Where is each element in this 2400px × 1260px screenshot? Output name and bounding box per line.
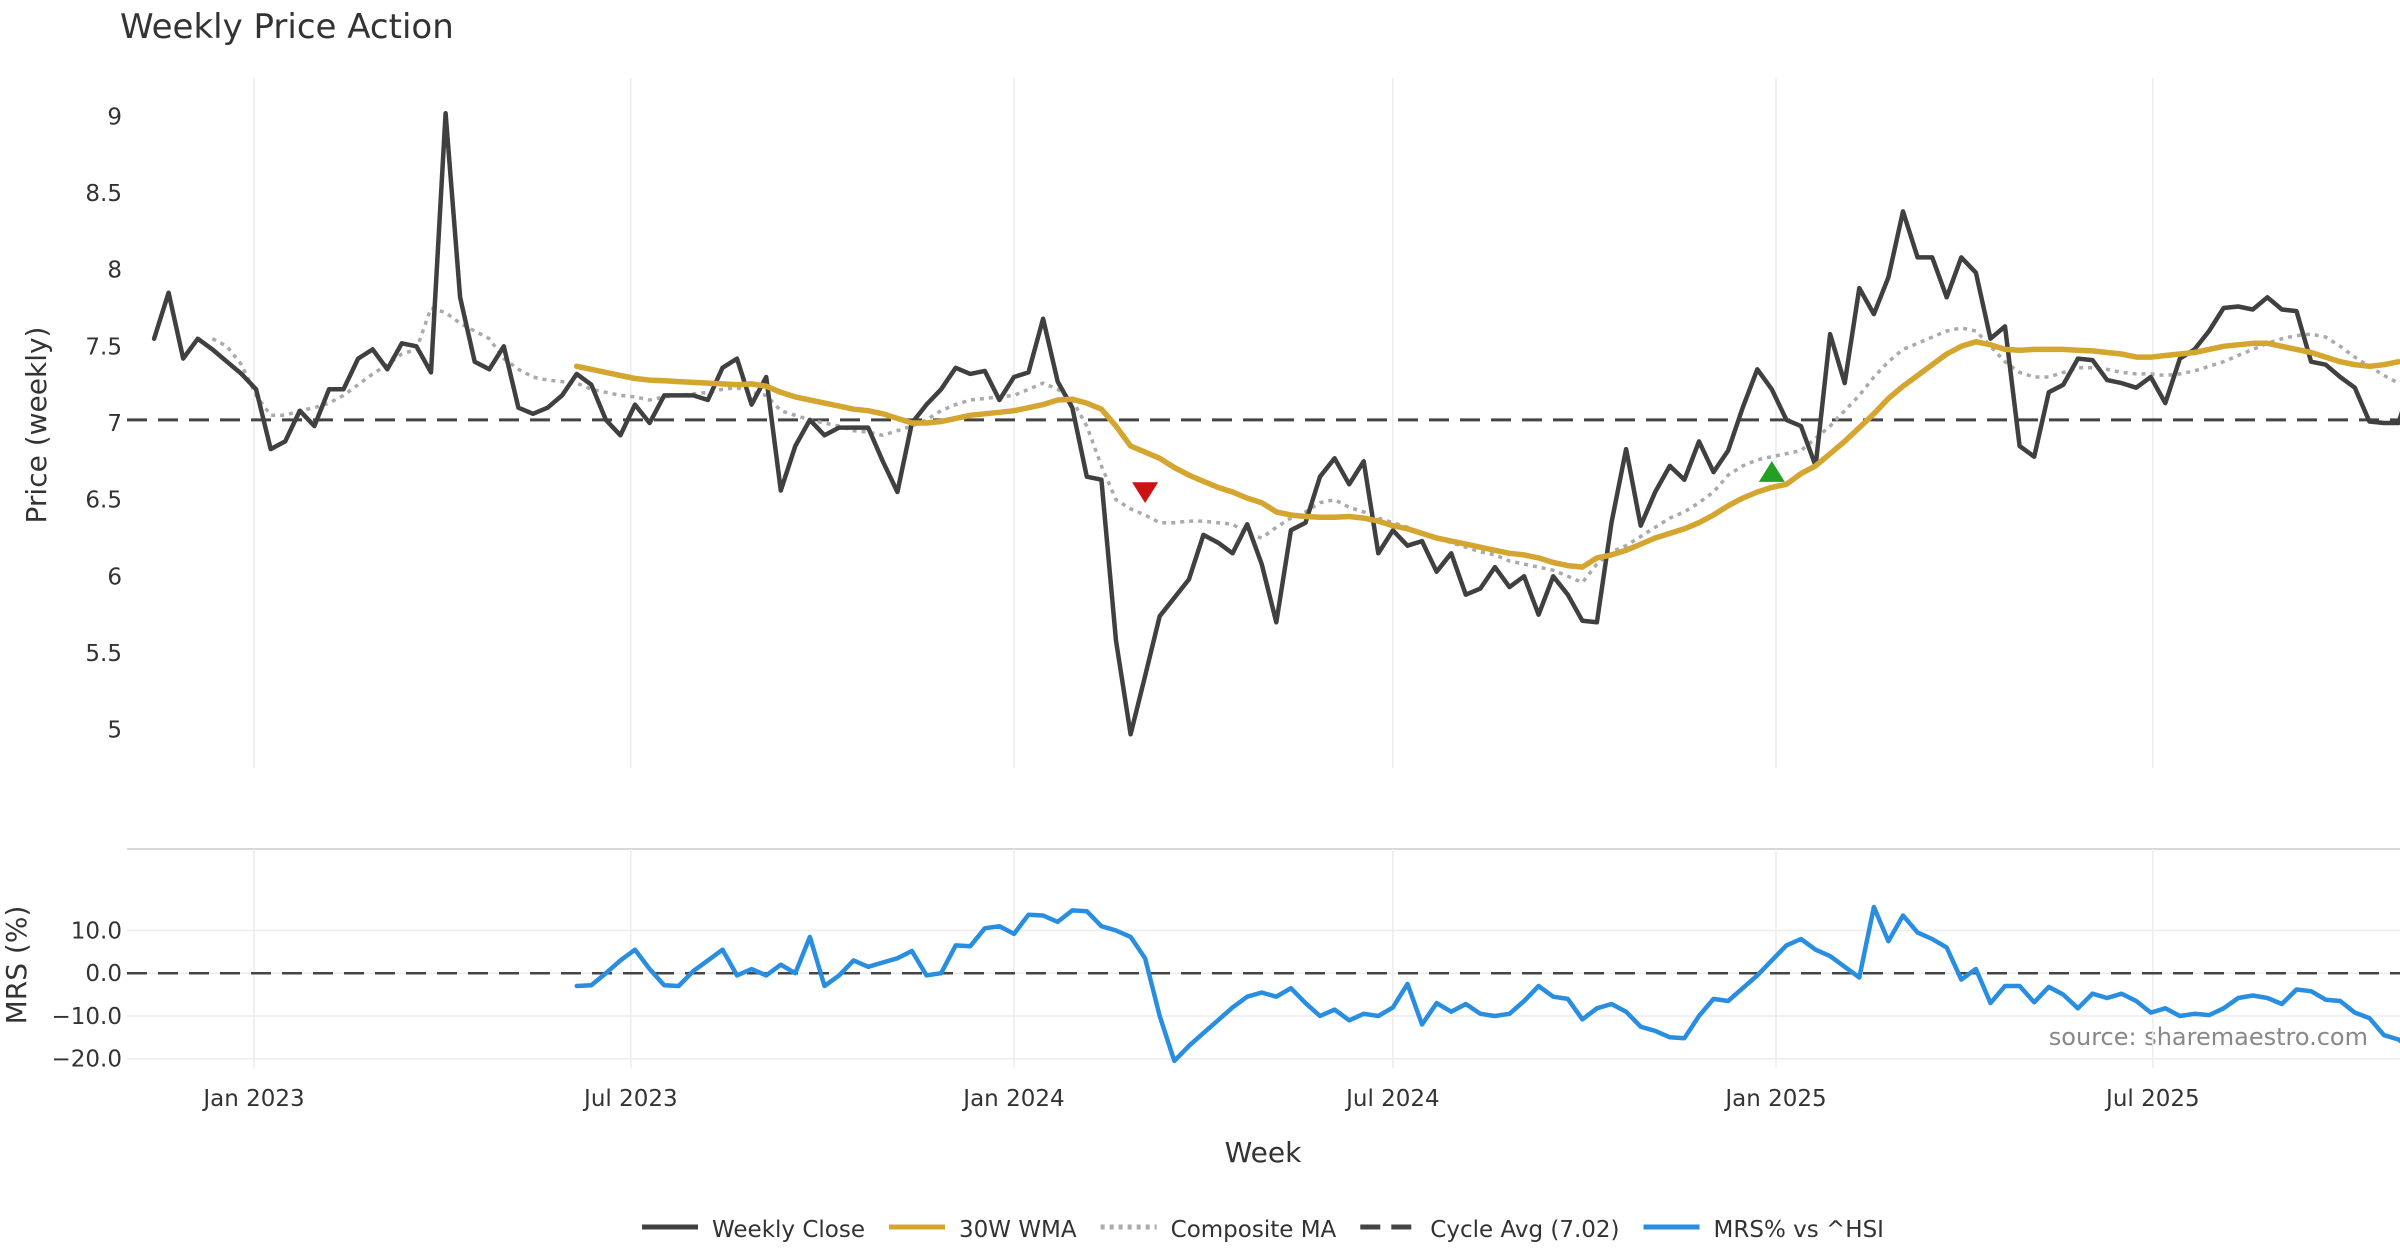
x-tick-label: Jul 2025 xyxy=(2104,1086,2200,1112)
legend-label-weekly-close: Weekly Close xyxy=(712,1217,865,1243)
weekly-close-line xyxy=(151,111,2400,737)
price-y-ticks: 5 5.5 6 6.5 7 7.5 8 8.5 9 xyxy=(85,104,122,743)
price-y-tick-label: 8.5 xyxy=(85,181,122,207)
mrs-y-axis-label: MRS (%) xyxy=(0,906,33,1025)
mrs-series xyxy=(127,904,2400,1064)
price-y-tick-label: 6.5 xyxy=(85,488,122,514)
x-tick-label: Jan 2023 xyxy=(201,1086,304,1112)
x-tick-label: Jul 2023 xyxy=(582,1086,678,1112)
mrs-y-tick-label: 10.0 xyxy=(71,918,122,944)
x-tick-label: Jul 2024 xyxy=(1344,1086,1440,1112)
price-y-tick-label: 7 xyxy=(107,411,122,437)
legend-label-cycle-avg-7-02: Cycle Avg (7.02) xyxy=(1430,1217,1619,1243)
legend-label-30w-wma: 30W WMA xyxy=(959,1217,1077,1243)
composite-ma-line xyxy=(211,306,2400,585)
price-y-tick-label: 6 xyxy=(107,564,122,590)
chart-title: Weekly Price Action xyxy=(120,7,454,47)
x-tick-label: Jan 2025 xyxy=(1723,1086,1826,1112)
mrs-y-tick-label: −10.0 xyxy=(52,1004,122,1030)
mrs-y-tick-label: 0.0 xyxy=(85,961,122,987)
30w-wma-line xyxy=(573,338,2400,570)
mrs-y-ticks: −20.0 −10.0 0.0 10.0 xyxy=(52,918,122,1072)
mrs-y-tick-label: −20.0 xyxy=(52,1047,122,1073)
mrs-panel-grid xyxy=(127,849,2400,1068)
signal-markers xyxy=(1132,461,1785,504)
x-ticks: Jan 2023 Jul 2023 Jan 2024 Jul 2024 Jan 2025… xyxy=(201,1086,2199,1112)
price-y-tick-label: 7.5 xyxy=(85,334,122,360)
price-series xyxy=(127,111,2400,737)
price-panel-grid xyxy=(253,78,2154,768)
x-axis-label: Week xyxy=(1225,1136,1302,1169)
legend-label-mrs-vs-hsi: MRS% vs ^HSI xyxy=(1714,1217,1884,1243)
buy-signal-marker xyxy=(1758,461,1785,482)
source-annotation: source: sharemaestro.com xyxy=(2049,1023,2368,1051)
price-y-tick-label: 9 xyxy=(107,104,122,130)
sell-signal-marker xyxy=(1132,482,1159,504)
mrs-vs-hsi-line xyxy=(574,904,2400,1064)
legend: Weekly Close 30W WMA Composite MA Cycle Avg… xyxy=(642,1217,1884,1243)
x-tick-label: Jan 2024 xyxy=(961,1086,1064,1112)
price-y-tick-label: 8 xyxy=(107,258,122,284)
legend-label-composite-ma: Composite MA xyxy=(1171,1217,1337,1243)
price-y-tick-label: 5 xyxy=(107,718,122,744)
price-y-tick-label: 5.5 xyxy=(85,641,122,667)
price-y-axis-label: Price (weekly) xyxy=(20,327,53,524)
